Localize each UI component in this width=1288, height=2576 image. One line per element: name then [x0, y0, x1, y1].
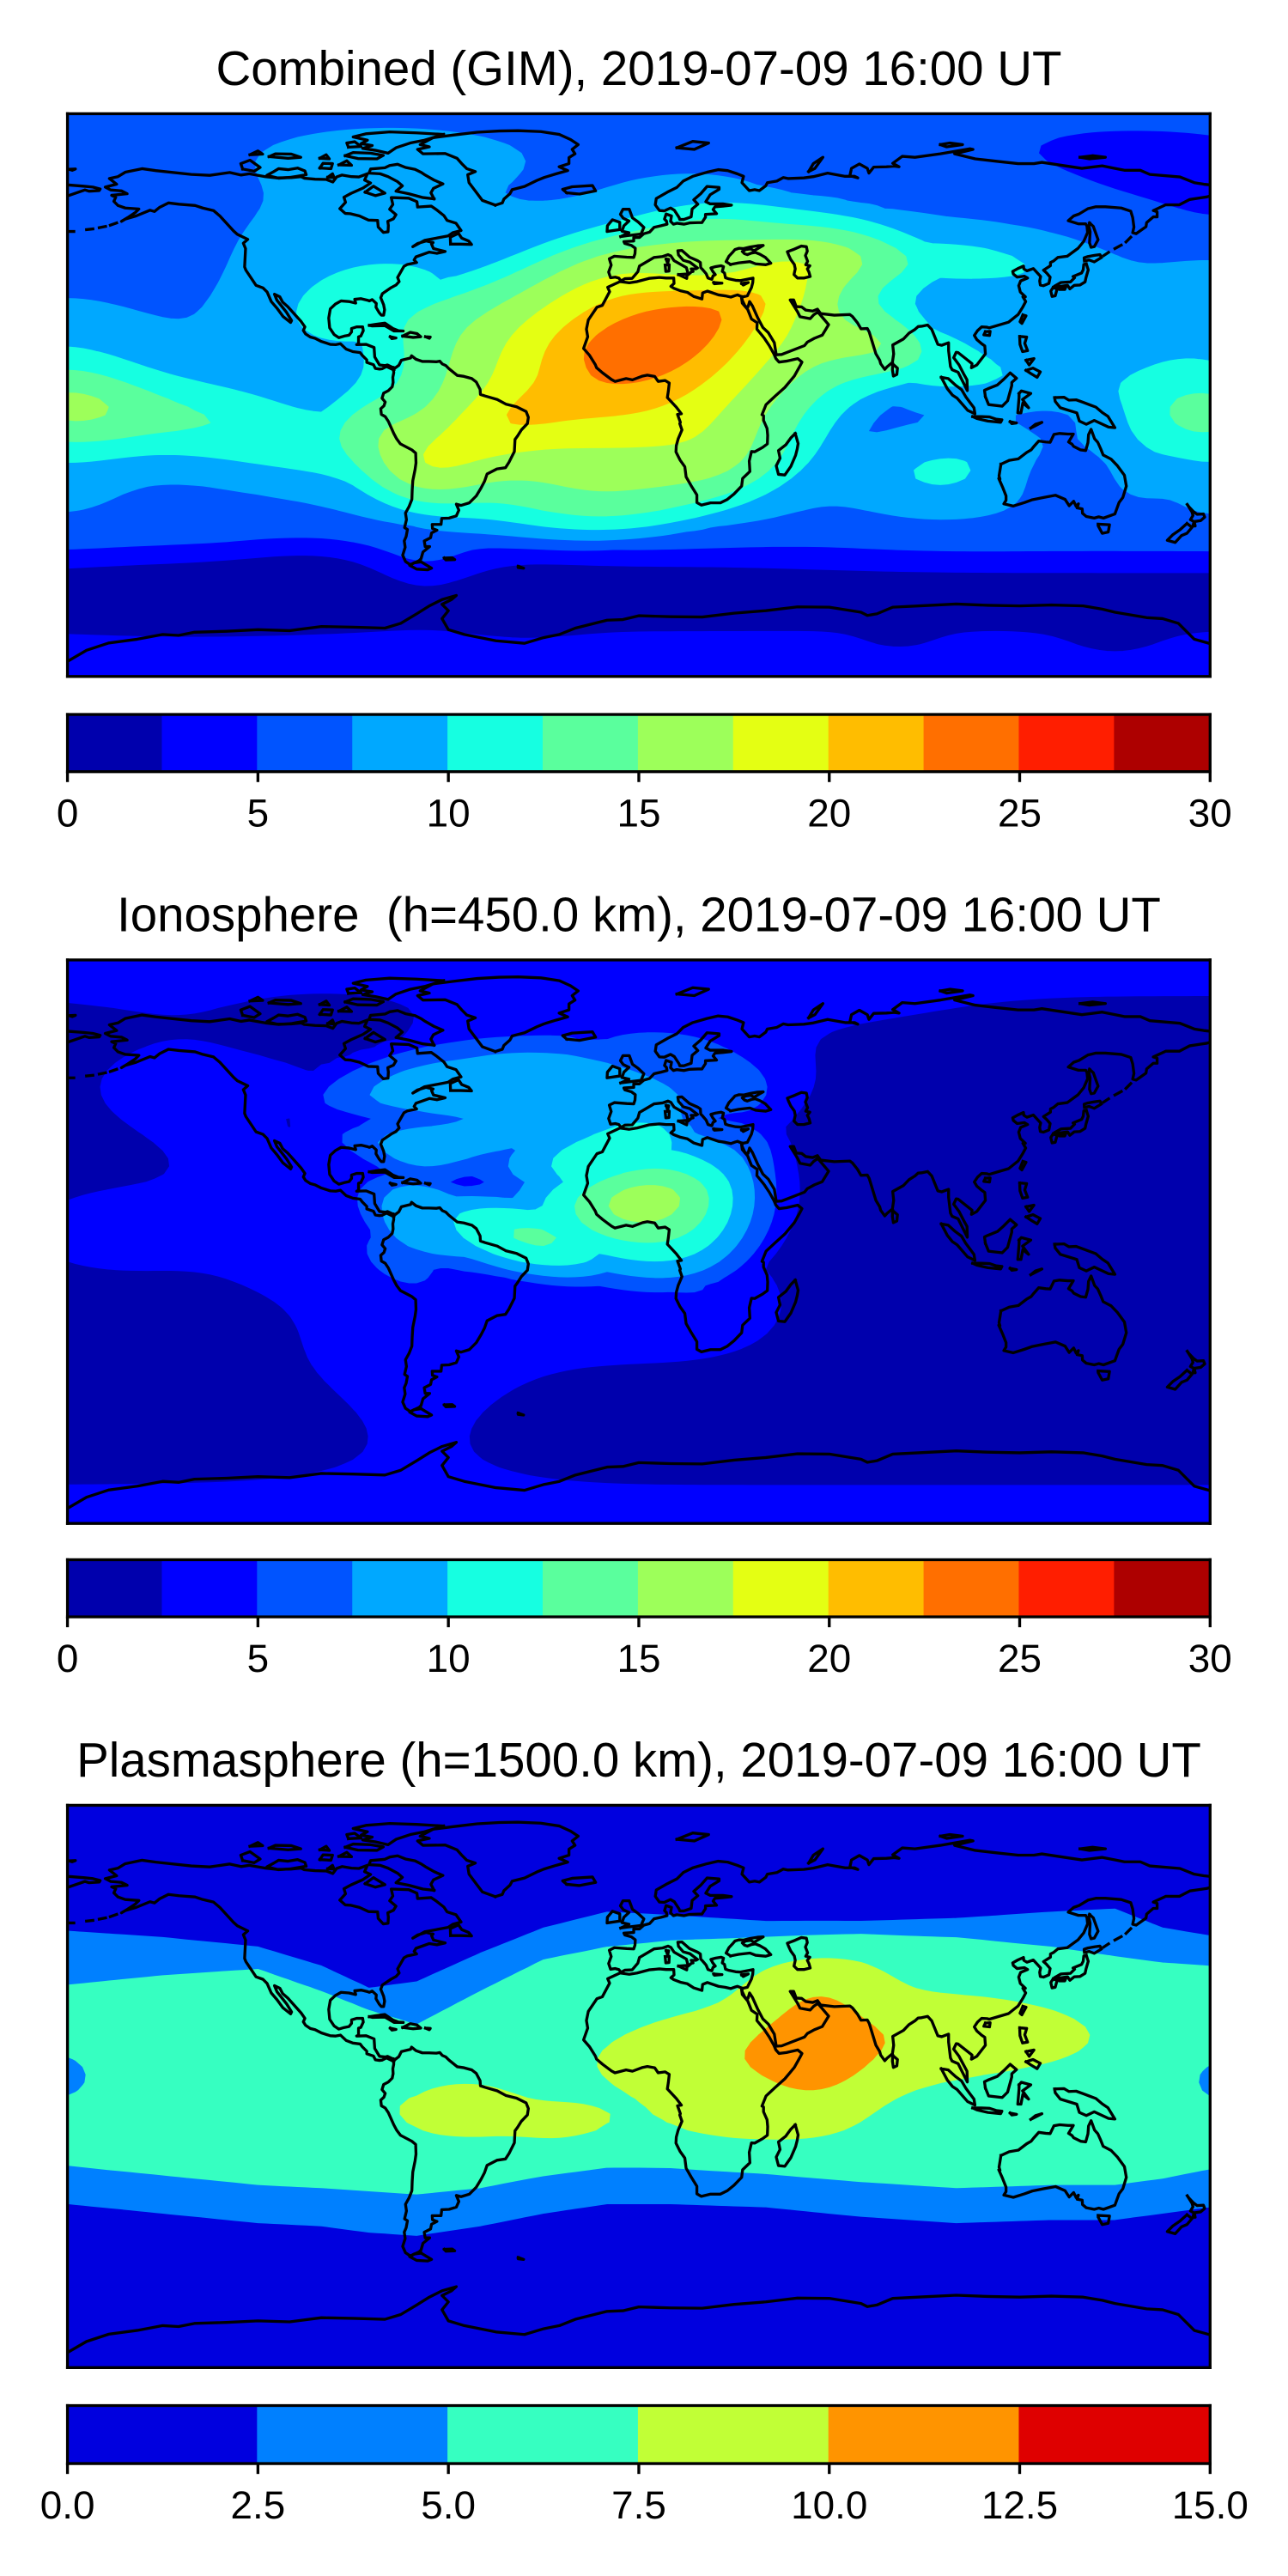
svg-text:Combined (GIM), 2019-07-09 16:: Combined (GIM), 2019-07-09 16:00 UT — [216, 41, 1061, 95]
svg-text:Plasmasphere (h=1500.0 km), 20: Plasmasphere (h=1500.0 km), 2019-07-09 1… — [76, 1733, 1201, 1787]
svg-text:10: 10 — [427, 1637, 471, 1680]
svg-text:5.0: 5.0 — [421, 2483, 476, 2527]
svg-text:7.5: 7.5 — [611, 2483, 666, 2527]
svg-text:20: 20 — [807, 1637, 851, 1680]
svg-text:10: 10 — [427, 792, 471, 835]
svg-text:25: 25 — [998, 1637, 1042, 1680]
svg-text:30: 30 — [1188, 792, 1232, 835]
svg-text:15: 15 — [617, 1637, 660, 1680]
svg-text:5: 5 — [247, 1637, 270, 1680]
svg-text:10.0: 10.0 — [791, 2483, 867, 2527]
svg-text:5: 5 — [247, 792, 270, 835]
svg-text:2.5: 2.5 — [231, 2483, 286, 2527]
svg-text:0.0: 0.0 — [40, 2483, 95, 2527]
svg-text:20: 20 — [807, 792, 851, 835]
svg-text:12.5: 12.5 — [981, 2483, 1058, 2527]
svg-text:15.0: 15.0 — [1172, 2483, 1249, 2527]
svg-text:0: 0 — [57, 1637, 79, 1680]
svg-text:Ionosphere (h=450.0 km), 2019: Ionosphere (h=450.0 km), 2019-07-09 16:0… — [117, 888, 1161, 942]
svg-text:25: 25 — [998, 792, 1042, 835]
svg-text:0: 0 — [57, 792, 79, 835]
svg-text:30: 30 — [1188, 1637, 1232, 1680]
svg-text:15: 15 — [617, 792, 660, 835]
